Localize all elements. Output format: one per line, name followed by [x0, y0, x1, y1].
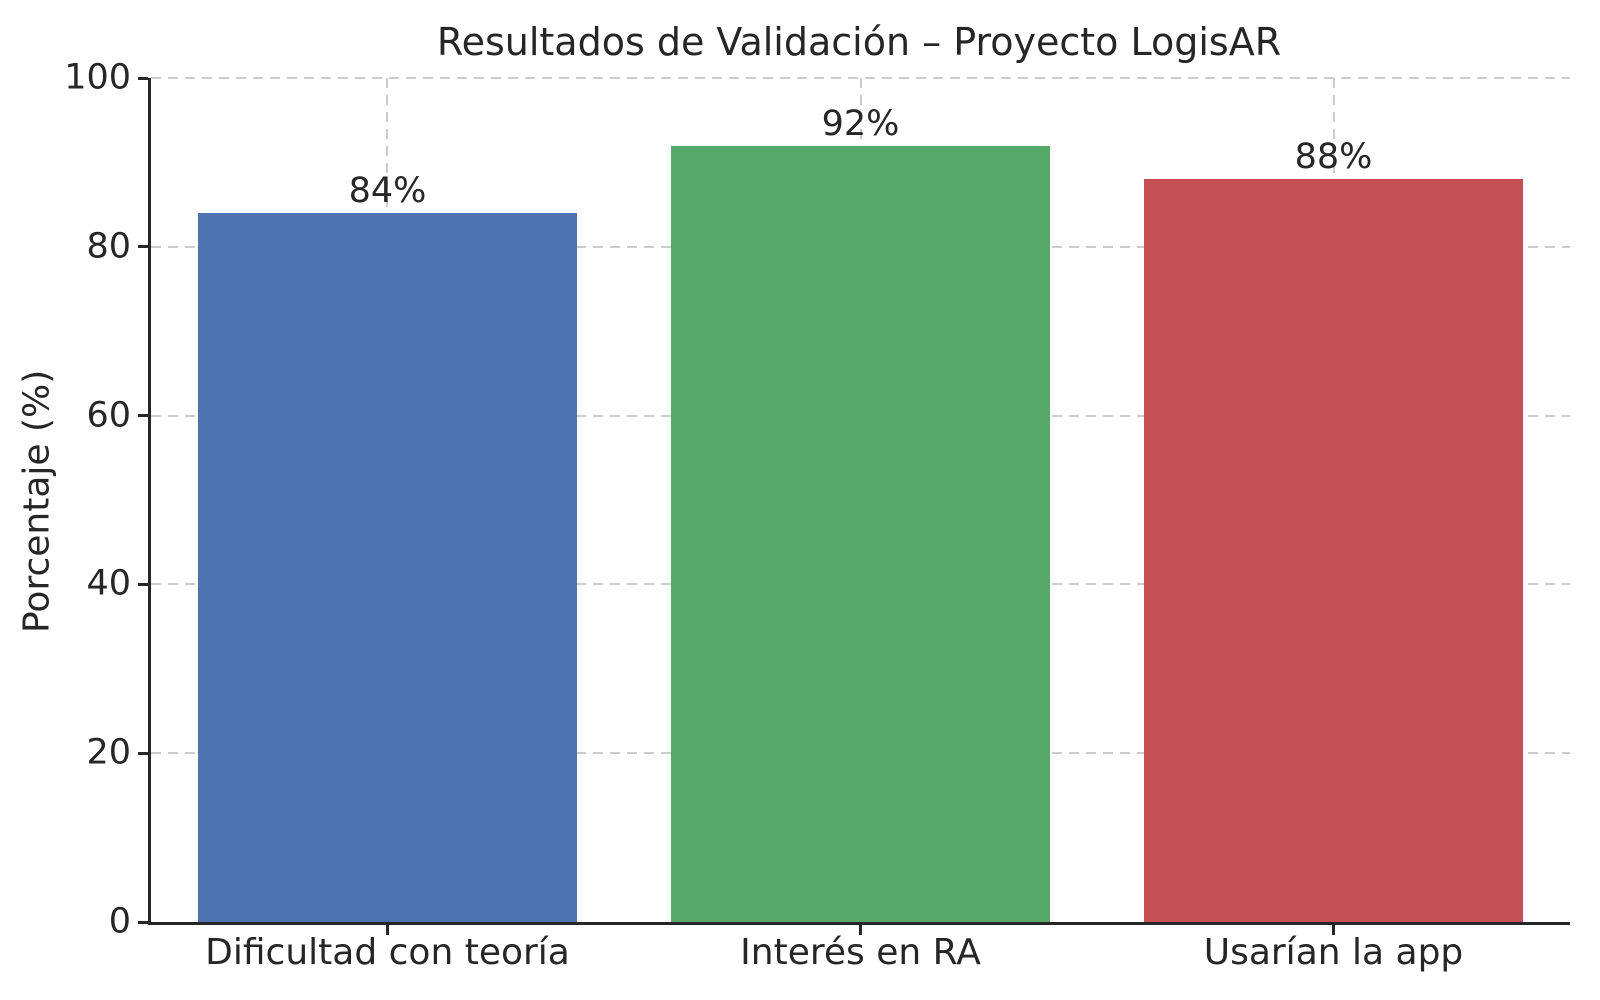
- bar-2: [671, 145, 1050, 922]
- bar-value-label-2: 92%: [821, 103, 900, 144]
- y-tick-label-0: 0: [108, 901, 131, 942]
- bar-value-label-1: 84%: [348, 171, 427, 212]
- chart-title: Resultados de Validación – Proyecto Logi…: [436, 20, 1282, 64]
- x-tick-mark-3: [1332, 925, 1335, 935]
- bar-3: [1144, 179, 1523, 922]
- y-tick-mark-0: [138, 920, 148, 924]
- y-axis-label: Porcentaje (%): [16, 369, 58, 634]
- x-tick-label-1: Dificultad con teoría: [205, 932, 570, 973]
- x-tick-mark-1: [385, 925, 389, 935]
- y-tick-mark-80: [138, 245, 148, 249]
- bar-value-label-3: 88%: [1294, 137, 1373, 178]
- x-tick-label-2: Interés en RA: [740, 932, 981, 973]
- y-tick-label-80: 80: [86, 226, 131, 267]
- y-tick-label-20: 20: [86, 732, 131, 773]
- plot-area: 0 20 40 60 80 100 84% Dificultad con teoría 92% I…: [64, 60, 1570, 973]
- y-tick-label-100: 100: [64, 57, 131, 98]
- x-tick-mark-2: [859, 925, 862, 935]
- bar-1: [198, 213, 577, 922]
- y-tick-mark-100: [138, 76, 148, 80]
- y-tick-mark-40: [138, 582, 148, 586]
- x-tick-label-3: Usarían la app: [1203, 932, 1464, 973]
- y-tick-mark-20: [138, 751, 148, 755]
- y-tick-mark-60: [138, 414, 148, 418]
- y-tick-label-60: 60: [86, 395, 131, 436]
- y-tick-label-40: 40: [86, 563, 131, 604]
